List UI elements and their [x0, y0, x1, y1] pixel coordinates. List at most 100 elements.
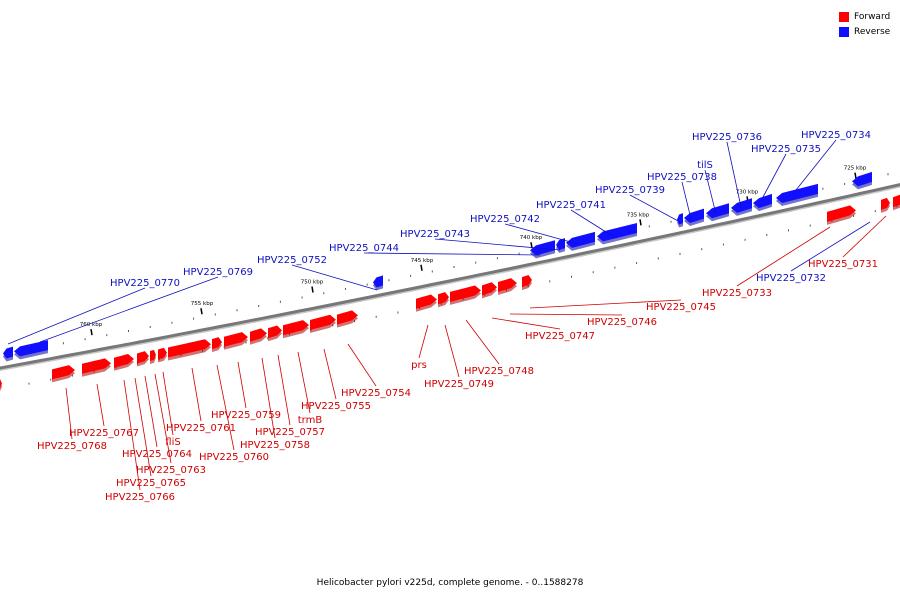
forward-gene[interactable] — [450, 285, 481, 305]
gene-body — [150, 349, 156, 361]
leader-line — [261, 357, 276, 439]
leader-line — [681, 181, 692, 220]
reverse-gene-label[interactable]: HPV225_0739 — [595, 185, 665, 196]
leader-line — [529, 299, 682, 309]
forward-gene-label[interactable]: HPV225_0764 — [122, 449, 192, 460]
reverse-gene-label[interactable]: HPV225_0735 — [751, 144, 821, 155]
tick-label: 750 kbp — [301, 280, 324, 286]
leader-line — [144, 375, 158, 448]
reverse-gene[interactable] — [566, 231, 595, 251]
reverse-gene[interactable] — [776, 183, 818, 207]
forward-gene[interactable] — [0, 378, 2, 393]
reverse-swatch — [839, 26, 849, 37]
leader-line — [795, 139, 837, 191]
forward-gene[interactable] — [250, 328, 267, 345]
leader-line — [191, 367, 202, 422]
forward-gene[interactable] — [114, 354, 134, 371]
forward-gene-label[interactable]: HPV225_0745 — [646, 302, 716, 313]
leader-line — [347, 343, 377, 387]
forward-gene[interactable] — [168, 339, 211, 361]
leader-line — [291, 264, 378, 291]
reverse-gene[interactable] — [684, 208, 704, 226]
reverse-gene[interactable] — [677, 213, 683, 228]
forward-gene-label[interactable]: HPV225_0765 — [116, 478, 186, 489]
forward-gene[interactable] — [498, 278, 517, 296]
forward-gene[interactable] — [416, 294, 437, 312]
reverse-gene-label[interactable]: HPV225_0741 — [536, 200, 606, 211]
forward-gene[interactable] — [827, 205, 856, 225]
forward-gene-label[interactable]: HPV225_0760 — [199, 452, 269, 463]
forward-gene-label[interactable]: HPV225_0749 — [424, 379, 494, 390]
reverse-gene[interactable] — [373, 275, 383, 291]
reverse-gene[interactable] — [753, 193, 772, 212]
leader-line — [726, 141, 742, 208]
reverse-gene[interactable] — [597, 222, 637, 245]
gene-body — [158, 347, 167, 360]
forward-gene[interactable] — [881, 197, 890, 213]
gene-body — [337, 310, 358, 325]
forward-gene-label[interactable]: prs — [411, 360, 427, 371]
forward-gene[interactable] — [224, 332, 248, 350]
forward-gene[interactable] — [337, 310, 358, 328]
forward-gene[interactable] — [438, 292, 449, 308]
reverse-gene-label[interactable]: tilS — [697, 160, 713, 171]
reverse-gene-label[interactable]: HPV225_0736 — [692, 132, 762, 143]
forward-gene[interactable] — [310, 314, 336, 333]
forward-gene[interactable] — [158, 347, 167, 363]
forward-gene-label[interactable]: HPV225_0761 — [166, 423, 236, 434]
reverse-gene-label[interactable]: HPV225_0752 — [257, 255, 327, 266]
reverse-gene-label[interactable]: HPV225_0743 — [400, 229, 470, 240]
tick-label: 735 kbp — [627, 212, 650, 218]
forward-gene-label[interactable]: HPV225_0757 — [255, 427, 325, 438]
reverse-gene[interactable] — [852, 171, 872, 190]
forward-gene-label[interactable]: HPV225_0758 — [240, 440, 310, 451]
reverse-gene-label[interactable]: HPV225_0742 — [470, 214, 540, 225]
forward-gene[interactable] — [268, 325, 282, 342]
gene-body — [114, 354, 134, 368]
leader-line — [237, 361, 247, 409]
gene-body — [268, 325, 282, 339]
gene-body — [566, 231, 595, 248]
forward-gene-label[interactable]: HPV225_0763 — [136, 465, 206, 476]
reverse-gene-label[interactable]: HPV225_0734 — [801, 130, 871, 141]
gene-body — [731, 198, 752, 213]
forward-gene-label[interactable]: HPV225_0767 — [69, 428, 139, 439]
forward-gene-label[interactable]: HPV225_0731 — [808, 259, 878, 270]
forward-gene-label[interactable]: HPV225_0746 — [587, 317, 657, 328]
major-tick — [420, 264, 423, 271]
forward-gene[interactable] — [82, 358, 111, 377]
forward-gene[interactable] — [52, 365, 75, 383]
reverse-gene-label[interactable]: HPV225_0770 — [110, 278, 180, 289]
forward-gene[interactable] — [893, 194, 900, 211]
gene-body — [0, 378, 2, 389]
forward-gene[interactable] — [137, 351, 149, 367]
forward-gene-label[interactable]: HPV225_0748 — [464, 366, 534, 377]
reverse-gene[interactable] — [731, 198, 752, 216]
forward-gene-label[interactable]: HPV225_0755 — [301, 401, 371, 412]
forward-gene-label[interactable]: HPV225_0754 — [341, 388, 411, 399]
gene-body — [250, 328, 267, 342]
reverse-gene[interactable] — [3, 346, 13, 362]
gene-body — [168, 339, 211, 358]
forward-gene[interactable] — [482, 282, 497, 299]
forward-gene[interactable] — [150, 349, 156, 364]
reverse-gene-label[interactable]: HPV225_0744 — [329, 243, 399, 254]
forward-gene-label[interactable]: fliS — [165, 437, 180, 448]
leader-line — [444, 324, 460, 378]
forward-gene-label[interactable]: HPV225_0747 — [525, 331, 595, 342]
gene-body — [438, 292, 449, 305]
reverse-gene[interactable] — [706, 203, 729, 222]
forward-gene-label[interactable]: HPV225_0768 — [37, 441, 107, 452]
forward-gene-label[interactable]: HPV225_0759 — [211, 410, 281, 421]
forward-gene-label[interactable]: trmB — [298, 415, 323, 426]
reverse-gene-label[interactable]: HPV225_0769 — [183, 267, 253, 278]
forward-gene-label[interactable]: HPV225_0766 — [105, 492, 175, 503]
reverse-gene-label[interactable]: HPV225_0738 — [647, 172, 717, 183]
forward-gene[interactable] — [283, 320, 309, 339]
reverse-gene-label[interactable]: HPV225_0732 — [756, 273, 826, 284]
forward-gene-label[interactable]: HPV225_0733 — [702, 288, 772, 299]
forward-gene[interactable] — [522, 275, 532, 291]
reverse-gene[interactable] — [14, 340, 48, 360]
forward-gene[interactable] — [212, 337, 222, 353]
